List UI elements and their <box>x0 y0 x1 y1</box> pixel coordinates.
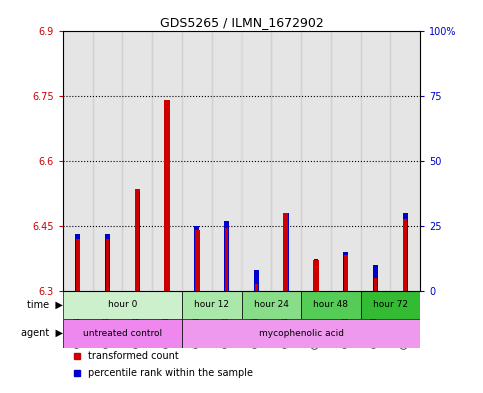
Bar <box>254 270 259 290</box>
Bar <box>105 233 110 290</box>
Bar <box>343 252 348 290</box>
Bar <box>106 239 109 290</box>
Bar <box>182 290 242 319</box>
Bar <box>361 290 420 319</box>
Bar <box>194 230 199 290</box>
Text: agent  ▶: agent ▶ <box>21 328 63 338</box>
Bar <box>331 31 361 290</box>
Bar <box>374 278 377 290</box>
Bar <box>212 31 242 290</box>
Bar <box>271 31 301 290</box>
Text: time  ▶: time ▶ <box>27 300 63 310</box>
Text: hour 12: hour 12 <box>194 300 229 309</box>
Bar <box>93 31 122 290</box>
Bar <box>63 31 93 290</box>
Bar <box>361 31 390 290</box>
Title: GDS5265 / ILMN_1672902: GDS5265 / ILMN_1672902 <box>159 16 324 29</box>
Bar <box>284 213 288 290</box>
Bar <box>313 260 319 290</box>
Text: mycophenolic acid: mycophenolic acid <box>258 329 343 338</box>
Bar <box>254 284 259 290</box>
Bar <box>105 239 110 290</box>
Bar <box>373 264 378 290</box>
Bar <box>314 260 318 290</box>
Text: untreated control: untreated control <box>83 329 162 338</box>
Bar <box>63 319 182 347</box>
Bar <box>182 31 212 290</box>
Bar <box>284 213 289 290</box>
Bar <box>390 31 420 290</box>
Bar <box>76 239 80 290</box>
Bar <box>403 219 407 290</box>
Bar <box>224 228 229 290</box>
Bar <box>284 213 288 290</box>
Text: percentile rank within the sample: percentile rank within the sample <box>88 368 253 378</box>
Bar <box>224 220 229 290</box>
Text: hour 48: hour 48 <box>313 300 348 309</box>
Bar <box>165 130 170 290</box>
Bar <box>195 230 199 290</box>
Bar <box>225 228 228 290</box>
Bar <box>313 259 318 290</box>
Bar <box>301 290 361 319</box>
Bar <box>301 31 331 290</box>
Text: hour 72: hour 72 <box>373 300 408 309</box>
Bar <box>135 189 139 290</box>
Bar <box>165 100 169 290</box>
Bar <box>75 233 80 290</box>
Bar <box>152 31 182 290</box>
Bar <box>343 255 348 290</box>
Text: hour 0: hour 0 <box>108 300 137 309</box>
Bar <box>63 290 182 319</box>
Bar <box>135 192 140 290</box>
Bar <box>195 226 199 290</box>
Text: hour 24: hour 24 <box>254 300 289 309</box>
Bar <box>344 255 348 290</box>
Bar <box>403 219 408 290</box>
Bar <box>255 284 258 290</box>
Bar <box>75 239 80 290</box>
Bar <box>403 213 408 290</box>
Bar <box>122 31 152 290</box>
Text: transformed count: transformed count <box>88 351 179 361</box>
Bar <box>242 31 271 290</box>
Bar <box>242 290 301 319</box>
Bar <box>182 319 420 347</box>
Bar <box>164 100 170 290</box>
Bar <box>135 189 140 290</box>
Bar <box>373 278 378 290</box>
